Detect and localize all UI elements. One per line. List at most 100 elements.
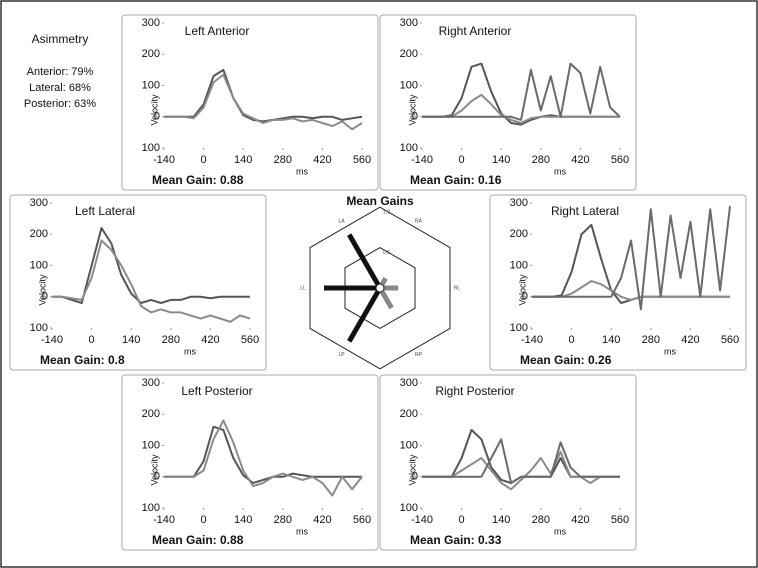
radar-tick-label: 1.0	[383, 209, 390, 215]
radar-axis-label: LP	[338, 352, 345, 358]
trace	[532, 205, 731, 311]
radar-spoke	[347, 233, 383, 290]
x-tick-label: 0	[459, 514, 465, 526]
x-tick-label: 420	[571, 154, 589, 166]
trace	[532, 280, 730, 301]
panel-title: Left Anterior	[185, 24, 250, 38]
x-tick-label: -140	[41, 334, 63, 346]
trace	[164, 73, 363, 131]
y-tick-label: 100	[400, 79, 418, 91]
x-axis-label: ms	[554, 526, 566, 536]
y-tick-label: 0	[412, 471, 418, 483]
radar-axis-label: RA	[415, 219, 423, 225]
trace	[422, 450, 620, 491]
y-tick-label: 200	[142, 48, 160, 60]
x-tick-label: 420	[681, 334, 699, 346]
x-tick-label: -140	[153, 154, 175, 166]
x-tick-label: 140	[492, 514, 510, 526]
x-tick-label: 560	[353, 154, 371, 166]
trace	[164, 68, 363, 123]
y-tick-label: 100	[142, 79, 160, 91]
mean-gain: Mean Gain: 0.88	[152, 533, 244, 547]
panel-frame	[121, 14, 379, 191]
mean-gain: Mean Gain: 0.88	[152, 173, 244, 187]
y-tick-label: 100	[142, 142, 160, 154]
radar-axis-label: RL	[454, 285, 461, 291]
x-tick-label: 0	[201, 154, 207, 166]
panel-frame	[121, 374, 379, 551]
x-tick-label: 140	[234, 154, 252, 166]
y-tick-label: 300	[142, 377, 160, 389]
y-tick-label: 300	[30, 197, 48, 209]
x-axis-label: ms	[296, 166, 308, 176]
y-tick-label: 200	[400, 408, 418, 420]
x-tick-label: 140	[602, 334, 620, 346]
asymmetry-title: Asimmetry	[32, 32, 89, 46]
y-tick-label: 100	[400, 502, 418, 514]
x-tick-label: 560	[611, 514, 629, 526]
mean-gain: Mean Gain: 0.8	[40, 353, 125, 367]
trace	[52, 239, 251, 323]
radar-ring	[309, 206, 451, 370]
x-tick-label: 140	[492, 154, 510, 166]
y-tick-label: 300	[400, 377, 418, 389]
y-tick-label: 200	[30, 228, 48, 240]
y-tick-label: 100	[400, 439, 418, 451]
x-tick-label: -140	[411, 154, 433, 166]
x-tick-label: 280	[532, 154, 550, 166]
panel-title: Left Posterior	[181, 384, 252, 398]
x-tick-label: 280	[162, 334, 180, 346]
mean-gain: Mean Gain: 0.16	[410, 173, 502, 187]
y-tick-label: 200	[510, 228, 528, 240]
trace	[422, 62, 621, 121]
panel-frame	[9, 194, 267, 371]
x-tick-label: 560	[353, 514, 371, 526]
y-tick-label: 200	[142, 408, 160, 420]
x-tick-label: 560	[241, 334, 259, 346]
mean-gain: Mean Gain: 0.33	[410, 533, 502, 547]
y-axis-label: Velocity	[517, 274, 527, 306]
y-tick-label: 100	[142, 439, 160, 451]
x-axis-label: ms	[664, 346, 676, 356]
y-axis-label: Velocity	[149, 94, 159, 126]
radar-ring	[344, 247, 416, 329]
radar-spoke	[347, 286, 383, 343]
x-tick-label: -140	[521, 334, 543, 346]
trace	[164, 419, 363, 497]
x-tick-label: 140	[122, 334, 140, 346]
trace	[422, 438, 620, 484]
y-tick-label: 300	[400, 17, 418, 29]
panel-title: Right Anterior	[439, 24, 512, 38]
x-tick-label: 280	[274, 154, 292, 166]
y-axis-label: Velocity	[407, 94, 417, 126]
y-tick-label: 300	[510, 197, 528, 209]
x-tick-label: 0	[569, 334, 575, 346]
x-tick-label: 0	[201, 514, 207, 526]
x-tick-label: -140	[153, 514, 175, 526]
radar-tick-label: 0.5	[383, 250, 390, 256]
x-tick-label: 560	[611, 154, 629, 166]
trace	[422, 93, 620, 124]
y-tick-label: 0	[412, 111, 418, 123]
y-tick-label: 100	[142, 502, 160, 514]
y-axis-label: Velocity	[37, 274, 47, 306]
y-tick-label: 100	[30, 322, 48, 334]
x-axis-label: ms	[554, 166, 566, 176]
x-axis-label: ms	[296, 526, 308, 536]
asymmetry-item: Posterior: 63%	[24, 98, 96, 110]
radar-axis-label: LL	[300, 285, 306, 291]
mean-gain: Mean Gain: 0.26	[520, 353, 612, 367]
trace	[164, 425, 362, 484]
y-tick-label: 0	[42, 291, 48, 303]
y-tick-label: 300	[142, 17, 160, 29]
x-tick-label: 560	[721, 334, 739, 346]
y-axis-label: Velocity	[149, 454, 159, 486]
y-tick-label: 0	[154, 111, 160, 123]
x-tick-label: 420	[201, 334, 219, 346]
y-axis-label: Velocity	[407, 454, 417, 486]
x-axis-label: ms	[184, 346, 196, 356]
y-tick-label: 100	[510, 322, 528, 334]
y-tick-label: 200	[400, 48, 418, 60]
